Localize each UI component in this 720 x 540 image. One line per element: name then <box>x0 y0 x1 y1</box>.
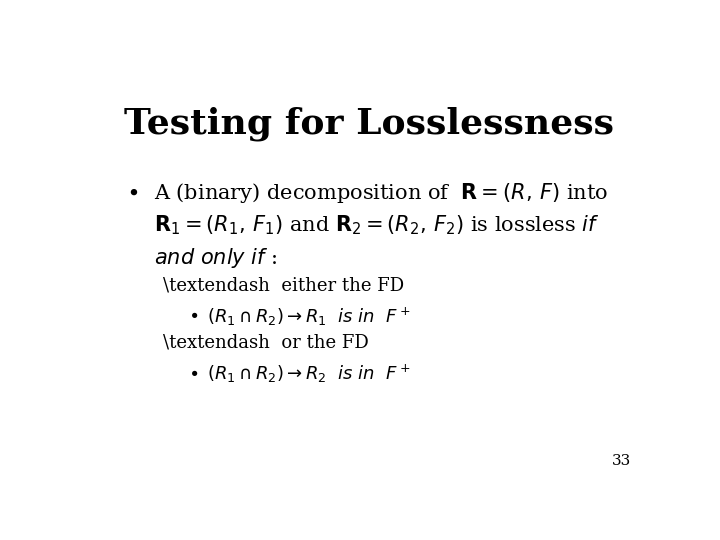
Text: $\bullet$: $\bullet$ <box>126 181 138 201</box>
Text: $\bullet$: $\bullet$ <box>188 362 198 381</box>
Text: $\bullet$: $\bullet$ <box>188 306 198 323</box>
Text: \textendash  either the FD: \textendash either the FD <box>163 277 404 295</box>
Text: A (binary) decomposition of  $\mathbf{R}$$= (R,\, F)$ into: A (binary) decomposition of $\mathbf{R}$… <box>154 181 608 205</box>
Text: $(R_1 \cap R_2) \rightarrow R_1$  is in  $F^+$: $(R_1 \cap R_2) \rightarrow R_1$ is in $… <box>207 306 411 328</box>
Text: $\mathbf{R}_1 = (R_1,\, F_1)$ and $\mathbf{R}_2 = (R_2,\, F_2)$ is lossless $\ma: $\mathbf{R}_1 = (R_1,\, F_1)$ and $\math… <box>154 214 600 237</box>
Text: $(R_1 \cap R_2) \rightarrow R_2$  is in  $F^+$: $(R_1 \cap R_2) \rightarrow R_2$ is in $… <box>207 362 411 385</box>
Text: $\mathit{and\ only\ if}$ :: $\mathit{and\ only\ if}$ : <box>154 246 278 270</box>
Text: 33: 33 <box>612 454 631 468</box>
Text: Testing for Losslessness: Testing for Losslessness <box>124 106 614 141</box>
Text: \textendash  or the FD: \textendash or the FD <box>163 334 369 352</box>
